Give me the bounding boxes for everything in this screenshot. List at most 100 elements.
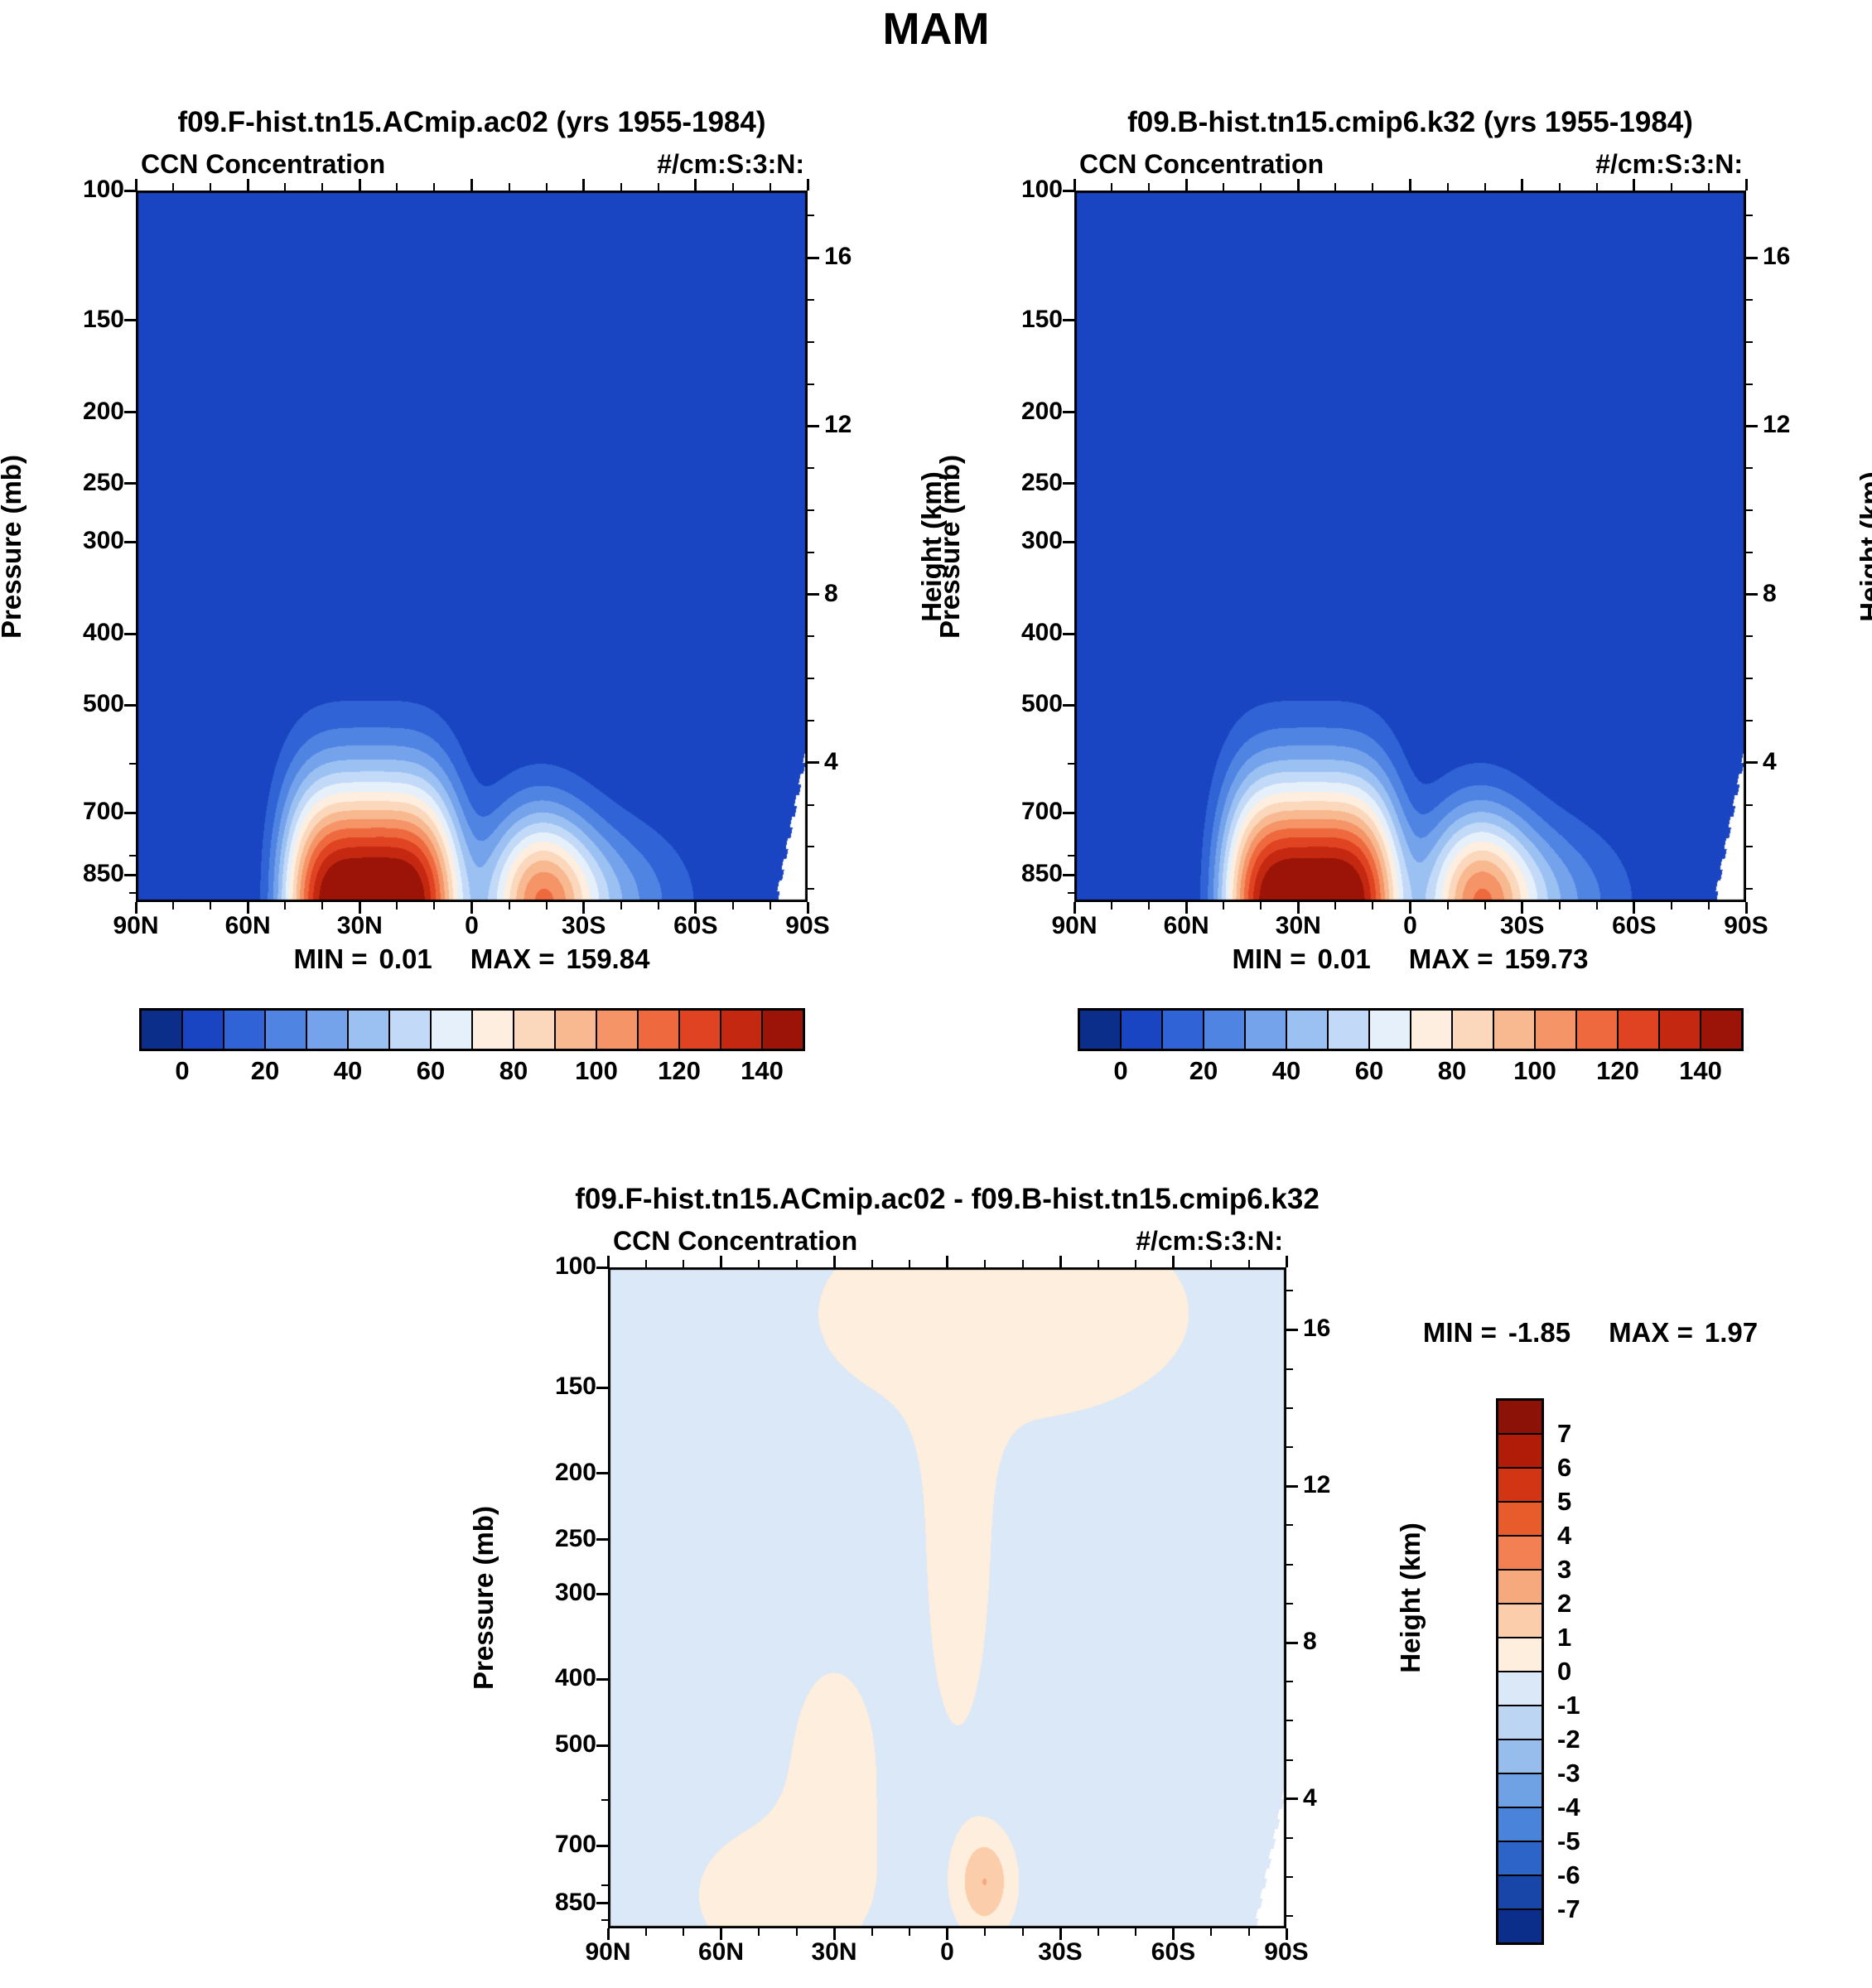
latitude-tick	[1633, 179, 1636, 191]
diff-colorbar-cell	[1498, 1705, 1542, 1739]
pressure-axis-title: Pressure (mb)	[934, 454, 965, 639]
height-tick	[1746, 593, 1758, 596]
pressure-tick-label: 300	[82, 527, 124, 555]
height-tick-label: 8	[1763, 579, 1777, 607]
minmax-line: MIN = 0.01 MAX = 159.73	[1074, 943, 1746, 975]
latitude-minor-tick	[396, 902, 398, 910]
latitude-minor-tick	[1097, 1928, 1099, 1936]
max-label: MAX =	[1408, 943, 1493, 974]
latitude-tick	[1296, 179, 1300, 191]
latitude-tick-label: 90N	[113, 912, 159, 939]
pressure-tick	[596, 1472, 608, 1475]
latitude-tick-label: 60N	[224, 912, 271, 939]
height-minor-tick	[1746, 551, 1753, 553]
height-tick	[808, 593, 819, 596]
latitude-tick	[806, 902, 809, 914]
max-value: 159.84	[566, 943, 650, 974]
minmax-line: MIN = 0.01 MAX = 159.84	[136, 943, 808, 975]
latitude-tick-label: 30N	[811, 1938, 857, 1966]
latitude-tick-label: 90S	[1264, 1938, 1309, 1966]
latitude-minor-tick	[1670, 183, 1672, 191]
pressure-tick-label: 150	[82, 305, 124, 333]
height-minor-tick	[808, 803, 814, 806]
latitude-tick	[1296, 902, 1300, 914]
latitude-tick	[946, 1256, 948, 1267]
height-minor-tick	[1746, 215, 1753, 217]
pressure-tick-label: 300	[554, 1579, 596, 1607]
height-minor-tick	[808, 846, 814, 848]
colorbar-cell	[720, 1011, 761, 1049]
height-minor-tick	[1286, 1681, 1293, 1683]
colorbar-tick-label: 40	[333, 1056, 363, 1085]
latitude-minor-tick	[984, 1928, 986, 1936]
field-label: CCN Concentration	[1079, 149, 1324, 179]
latitude-minor-tick	[769, 902, 771, 910]
pressure-tick-label: 100	[82, 176, 124, 203]
colorbar-tick-label: 0	[1113, 1056, 1128, 1085]
latitude-minor-tick	[1135, 1928, 1136, 1936]
max-label: MAX =	[1609, 1317, 1693, 1348]
latitude-minor-tick	[1372, 902, 1374, 910]
latitude-minor-tick	[1484, 902, 1486, 910]
height-minor-tick	[1286, 1290, 1293, 1292]
latitude-tick-label: 90N	[1051, 912, 1098, 939]
height-minor-tick	[1286, 1876, 1293, 1879]
latitude-minor-tick	[1210, 1928, 1212, 1936]
max-label: MAX =	[470, 943, 555, 974]
height-minor-tick	[1286, 1720, 1293, 1722]
latitude-minor-tick	[1707, 183, 1710, 191]
pressure-tick-label: 700	[1020, 798, 1063, 826]
latitude-minor-tick	[871, 1928, 873, 1936]
height-minor-tick	[808, 298, 814, 301]
colorbar	[139, 1008, 805, 1051]
latitude-tick	[606, 1928, 610, 1940]
pressure-tick	[124, 411, 136, 414]
pressure-tick	[124, 811, 136, 814]
latitude-minor-tick	[683, 1928, 684, 1936]
latitude-minor-tick	[545, 902, 548, 910]
pressure-tick	[1063, 540, 1074, 543]
height-minor-tick	[1746, 678, 1753, 680]
height-minor-tick	[1746, 720, 1753, 722]
height-tick	[1746, 256, 1758, 259]
difference-plot-canvas	[608, 1267, 1286, 1928]
height-minor-tick	[808, 888, 814, 890]
latitude-minor-tick	[758, 1928, 760, 1936]
latitude-tick	[1409, 179, 1411, 191]
height-tick-label: 12	[1303, 1471, 1331, 1499]
field-label: CCN Concentration	[141, 149, 386, 179]
colorbar-tick-label: 40	[1271, 1056, 1301, 1085]
height-tick-label: 16	[1763, 243, 1791, 271]
pressure-axis-title: Pressure (mb)	[0, 454, 27, 639]
height-minor-tick	[1746, 846, 1753, 848]
latitude-tick	[1184, 902, 1188, 914]
page-title: MAM	[882, 4, 990, 54]
height-minor-tick	[808, 635, 814, 638]
diff-colorbar-tick-label: -6	[1557, 1860, 1580, 1889]
height-tick	[1286, 1484, 1298, 1488]
pressure-tick	[596, 1844, 608, 1847]
colorbar-cell	[223, 1011, 264, 1049]
latitude-tick-label: 60S	[1151, 1938, 1196, 1966]
colorbar-tick-label: 0	[175, 1056, 190, 1085]
panel-title: f09.B-hist.tn15.cmip6.k32 (yrs 1955-1984…	[1127, 106, 1693, 138]
pressure-tick-label: 400	[554, 1664, 596, 1692]
height-minor-tick	[808, 215, 814, 217]
height-minor-tick	[1746, 298, 1753, 301]
pressure-tick	[1063, 482, 1074, 485]
height-minor-tick	[1746, 888, 1753, 890]
diff-colorbar-cell	[1498, 1501, 1542, 1535]
max-value: 1.97	[1704, 1317, 1759, 1348]
latitude-tick	[1184, 179, 1188, 191]
latitude-minor-tick	[1558, 902, 1561, 910]
latitude-minor-tick	[433, 902, 436, 910]
latitude-minor-tick	[683, 1260, 684, 1267]
colorbar-cell	[1493, 1011, 1534, 1049]
latitude-minor-tick	[871, 1260, 873, 1267]
pressure-tick	[124, 873, 136, 876]
pressure-tick-label: 100	[554, 1252, 596, 1280]
diff-colorbar-tick-label: -3	[1557, 1759, 1580, 1788]
colorbar-cell	[388, 1011, 430, 1049]
height-tick	[1746, 424, 1758, 427]
